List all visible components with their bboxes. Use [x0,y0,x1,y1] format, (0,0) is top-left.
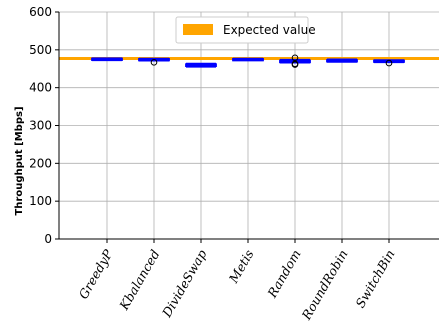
y-tick-label: 600 [29,5,52,19]
y-tick-label: 0 [44,232,52,246]
outlier-point [291,54,299,62]
legend: Expected value [175,16,316,44]
x-tick-label: Metis [225,247,256,286]
x-tick-label: RoundRobin [298,247,351,323]
box-series [91,54,405,68]
y-tick-label: 500 [29,43,52,57]
box-kbalanced [138,57,170,66]
box-divideswap [185,62,217,68]
legend-frame [175,16,309,44]
legend-swatch-expected [183,24,213,35]
y-tick-label: 400 [29,81,52,95]
y-tick-label: 300 [29,119,52,133]
x-tick-label: Kbalanced [116,247,163,313]
box-metis [232,57,264,62]
legend-label-expected: Expected value [223,23,316,37]
x-tick-label: SwitchBin [352,247,397,310]
axes [55,11,439,243]
y-tick-label: 200 [29,156,52,170]
x-tick-label: GreedyP [75,246,115,301]
y-tick-labels: 0 100 200 300 400 500 600 [29,5,52,246]
x-tick-label: Random [264,247,304,301]
box-random [279,54,311,68]
box-greedyp [91,57,123,62]
box-roundrobin [326,58,358,63]
box-switchbin [373,59,405,67]
y-tick-label: 100 [29,194,52,208]
outlier-point [150,59,158,66]
x-tick-label: DivideSwap [159,247,210,320]
grid-lines [59,11,439,240]
y-axis-label: Throughput [Mbps] [14,106,25,215]
outlier-point [385,59,393,67]
